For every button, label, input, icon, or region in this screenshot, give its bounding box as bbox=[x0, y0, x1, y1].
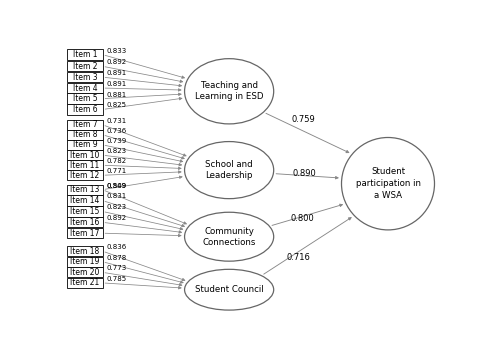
Text: 0.891: 0.891 bbox=[106, 70, 126, 76]
FancyBboxPatch shape bbox=[67, 185, 103, 195]
Text: Item 8: Item 8 bbox=[72, 130, 97, 139]
Text: 0.891: 0.891 bbox=[106, 81, 126, 87]
Text: 0.731: 0.731 bbox=[106, 118, 126, 124]
FancyBboxPatch shape bbox=[67, 150, 103, 160]
Text: School and
Leadership: School and Leadership bbox=[206, 160, 253, 180]
Text: Student Council: Student Council bbox=[195, 285, 264, 294]
Text: 0.773: 0.773 bbox=[106, 265, 126, 271]
FancyBboxPatch shape bbox=[67, 217, 103, 227]
FancyBboxPatch shape bbox=[67, 49, 103, 60]
Ellipse shape bbox=[184, 269, 274, 310]
FancyBboxPatch shape bbox=[67, 72, 103, 82]
Ellipse shape bbox=[184, 212, 274, 261]
FancyBboxPatch shape bbox=[67, 83, 103, 93]
Text: 0.890: 0.890 bbox=[292, 169, 316, 178]
FancyBboxPatch shape bbox=[67, 140, 103, 150]
FancyBboxPatch shape bbox=[67, 94, 103, 104]
Text: 0.716: 0.716 bbox=[286, 253, 310, 262]
Text: Item 3: Item 3 bbox=[72, 73, 98, 82]
Text: Student
participation in
a WSA: Student participation in a WSA bbox=[356, 167, 420, 200]
Text: 0.892: 0.892 bbox=[106, 215, 126, 221]
Text: Item 20: Item 20 bbox=[70, 268, 100, 277]
Ellipse shape bbox=[184, 59, 274, 124]
Text: Item 16: Item 16 bbox=[70, 218, 100, 227]
Text: Item 1: Item 1 bbox=[72, 50, 97, 59]
Text: 0.892: 0.892 bbox=[106, 59, 126, 65]
Text: Item 14: Item 14 bbox=[70, 196, 100, 205]
FancyBboxPatch shape bbox=[67, 278, 103, 288]
FancyBboxPatch shape bbox=[67, 196, 103, 206]
FancyBboxPatch shape bbox=[67, 246, 103, 256]
Text: Item 13: Item 13 bbox=[70, 185, 100, 194]
FancyBboxPatch shape bbox=[67, 61, 103, 71]
Text: 0.800: 0.800 bbox=[290, 214, 314, 223]
Text: Item 6: Item 6 bbox=[72, 105, 98, 114]
FancyBboxPatch shape bbox=[67, 104, 103, 115]
Text: Teaching and
Learning in ESD: Teaching and Learning in ESD bbox=[195, 81, 264, 101]
Text: Item 15: Item 15 bbox=[70, 207, 100, 216]
Text: Item 11: Item 11 bbox=[70, 161, 100, 170]
Text: 0.549: 0.549 bbox=[106, 183, 126, 189]
Text: 0.759: 0.759 bbox=[292, 115, 315, 124]
Text: Item 17: Item 17 bbox=[70, 229, 100, 238]
FancyBboxPatch shape bbox=[67, 206, 103, 217]
Text: Item 2: Item 2 bbox=[72, 62, 97, 71]
Text: Item 5: Item 5 bbox=[72, 94, 98, 103]
Text: Item 7: Item 7 bbox=[72, 120, 98, 129]
Text: Item 21: Item 21 bbox=[70, 279, 100, 287]
Text: Item 9: Item 9 bbox=[72, 140, 98, 149]
FancyBboxPatch shape bbox=[67, 160, 103, 170]
Text: 0.736: 0.736 bbox=[106, 128, 126, 134]
FancyBboxPatch shape bbox=[67, 120, 103, 130]
Text: Item 19: Item 19 bbox=[70, 257, 100, 266]
FancyBboxPatch shape bbox=[67, 130, 103, 140]
FancyBboxPatch shape bbox=[67, 257, 103, 267]
Text: Item 4: Item 4 bbox=[72, 84, 98, 92]
Text: Item 18: Item 18 bbox=[70, 247, 100, 256]
Text: 0.831: 0.831 bbox=[106, 193, 126, 199]
Text: Item 10: Item 10 bbox=[70, 151, 100, 160]
FancyBboxPatch shape bbox=[67, 170, 103, 180]
Text: 0.739: 0.739 bbox=[106, 138, 126, 144]
Text: 0.782: 0.782 bbox=[106, 158, 126, 164]
Text: 0.878: 0.878 bbox=[106, 255, 126, 261]
Text: 0.823: 0.823 bbox=[106, 204, 126, 210]
Text: 0.785: 0.785 bbox=[106, 276, 126, 282]
FancyBboxPatch shape bbox=[67, 228, 103, 238]
Text: 0.771: 0.771 bbox=[106, 168, 126, 174]
Text: 0.833: 0.833 bbox=[106, 48, 126, 54]
Text: 0.881: 0.881 bbox=[106, 91, 126, 97]
Text: 0.825: 0.825 bbox=[106, 102, 126, 108]
Text: Item 12: Item 12 bbox=[70, 171, 100, 180]
Text: 0.809: 0.809 bbox=[106, 183, 126, 189]
Ellipse shape bbox=[184, 142, 274, 199]
Text: Community
Connections: Community Connections bbox=[202, 227, 256, 247]
Text: 0.823: 0.823 bbox=[106, 148, 126, 154]
Text: 0.836: 0.836 bbox=[106, 244, 126, 250]
FancyBboxPatch shape bbox=[67, 267, 103, 277]
Ellipse shape bbox=[342, 138, 434, 230]
